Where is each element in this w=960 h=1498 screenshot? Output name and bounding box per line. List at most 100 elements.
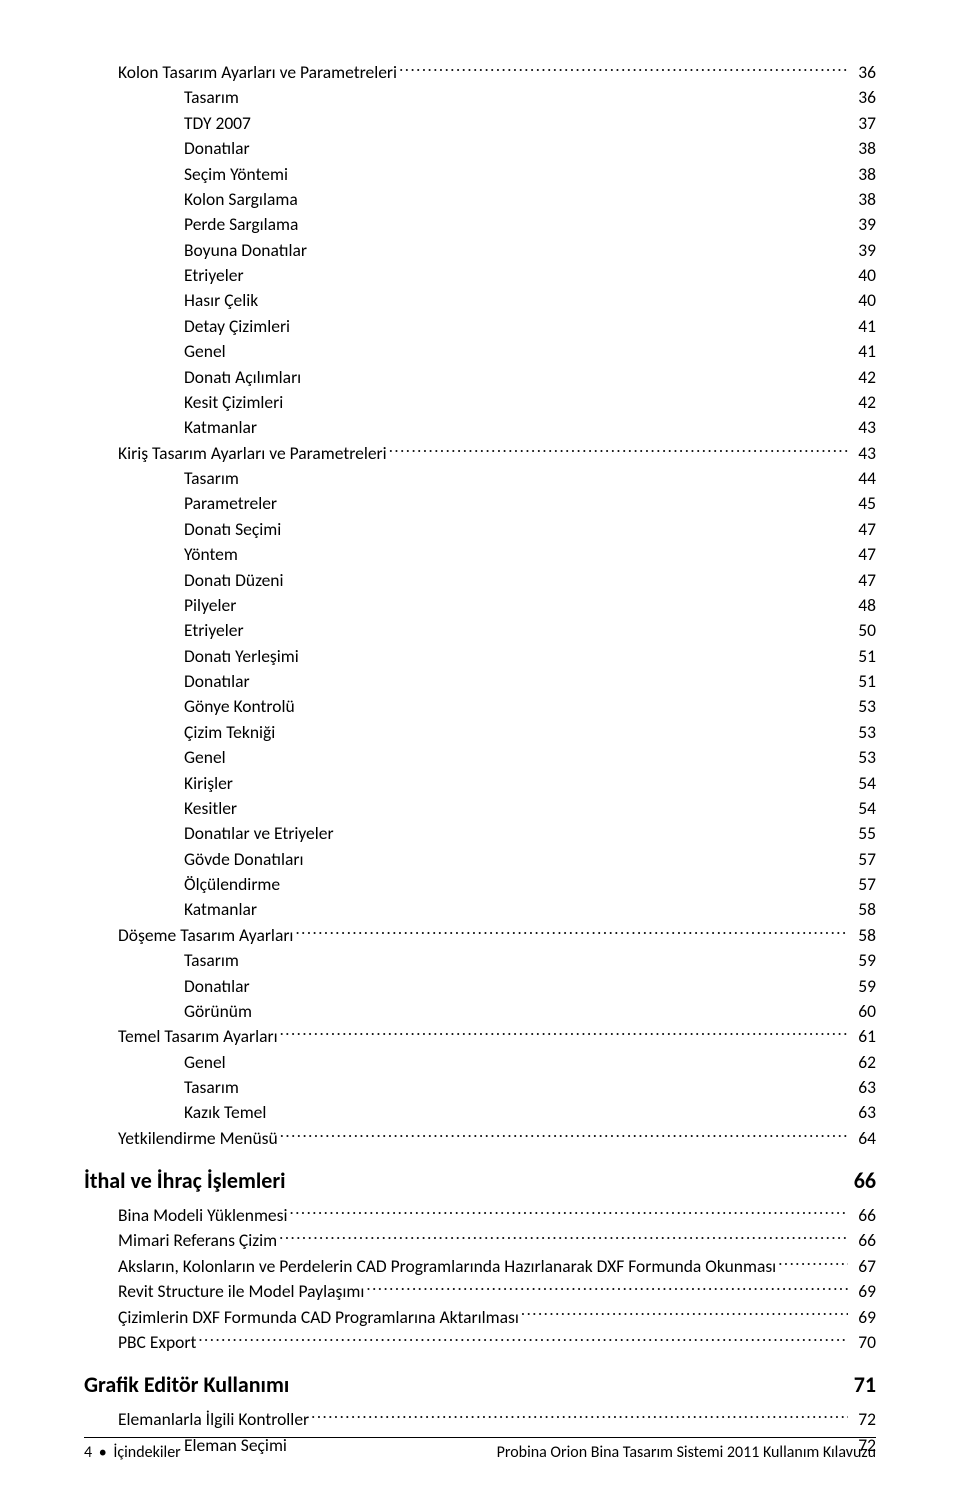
- toc-entry: Genel41: [84, 339, 876, 364]
- toc-entry-page: 70: [850, 1330, 876, 1355]
- toc-entry: Katmanlar 43: [84, 415, 876, 440]
- toc-entry: Döşeme Tasarım Ayarları 58: [84, 923, 876, 948]
- toc-entry: Genel53: [84, 745, 876, 770]
- toc-entry-page: 40: [850, 288, 876, 313]
- toc-entry-label: Kesitler: [84, 796, 237, 821]
- toc-entry-page: 38: [850, 136, 876, 161]
- toc-entry-label: Kiriş Tasarım Ayarları ve Parametreleri: [84, 441, 387, 466]
- toc-entry-label: Çizim Tekniği: [84, 720, 275, 745]
- toc-entry: Kiriş Tasarım Ayarları ve Parametreleri 4…: [84, 441, 876, 466]
- toc-entry: Donatılar51: [84, 669, 876, 694]
- toc-leader: [521, 1305, 848, 1323]
- toc-entry-label: Katmanlar: [84, 897, 257, 922]
- toc-entry: Revit Structure ile Model Paylaşımı 69: [84, 1279, 876, 1304]
- toc-entry-label: Çizimlerin DXF Formunda CAD Programların…: [84, 1305, 519, 1330]
- toc-heading: Grafik Editör Kullanımı 71: [84, 1369, 876, 1401]
- toc-entry-label: Gönye Kontrolü: [84, 694, 295, 719]
- toc-entry-page: 47: [850, 517, 876, 542]
- toc-entry-label: Perde Sargılama: [84, 212, 298, 237]
- toc-entry-page: 53: [850, 720, 876, 745]
- toc-entry: Elemanlarla İlgili Kontroller72: [84, 1407, 876, 1432]
- toc-entry: Çizim Tekniği 53: [84, 720, 876, 745]
- toc-entry-label: Aksların, Kolonların ve Perdelerin CAD P…: [84, 1254, 776, 1279]
- toc-entry-page: 47: [850, 568, 876, 593]
- toc-entry: Donatılar59: [84, 974, 876, 999]
- toc-entry: Donatı Açılımları42: [84, 365, 876, 390]
- toc-entry-page: 38: [850, 162, 876, 187]
- toc-entry-page: 51: [850, 669, 876, 694]
- toc-entry-label: Kazık Temel: [84, 1100, 266, 1125]
- toc-entry: Kirişler 54: [84, 771, 876, 796]
- toc-entry: Parametreler45: [84, 491, 876, 516]
- toc-leader: [280, 1025, 848, 1043]
- toc-entry-label: Kirişler: [84, 771, 233, 796]
- toc-entry-page: 58: [850, 923, 876, 948]
- toc-entry-page: 55: [850, 821, 876, 846]
- toc-entry-label: TDY 2007: [84, 111, 251, 136]
- toc-entry: Yöntem47: [84, 542, 876, 567]
- toc-entry-label: Döşeme Tasarım Ayarları: [84, 923, 293, 948]
- toc-entry-label: Genel: [84, 1050, 226, 1075]
- toc-entry: Temel Tasarım Ayarları61: [84, 1024, 876, 1049]
- toc-entry: Mimari Referans Çizim66: [84, 1228, 876, 1253]
- toc-leader: [280, 1126, 848, 1144]
- toc-entry-label: Grafik Editör Kullanımı: [84, 1369, 289, 1401]
- toc-entry: Tasarım59: [84, 948, 876, 973]
- toc-entry: Aksların, Kolonların ve Perdelerin CAD P…: [84, 1254, 876, 1279]
- toc-entry: Kesit Çizimleri42: [84, 390, 876, 415]
- toc-entry-page: 50: [850, 618, 876, 643]
- toc-entry: Donatı Seçimi 47: [84, 517, 876, 542]
- toc-entry: Yetkilendirme Menüsü64: [84, 1126, 876, 1151]
- toc-entry: Etriyeler40: [84, 263, 876, 288]
- toc-entry-label: Genel: [84, 339, 226, 364]
- toc-entry-label: Temel Tasarım Ayarları: [84, 1024, 278, 1049]
- toc-entry-page: 45: [850, 491, 876, 516]
- toc-entry-label: Revit Structure ile Model Paylaşımı: [84, 1279, 364, 1304]
- toc-entry: Genel 62: [84, 1050, 876, 1075]
- toc-entry-page: 48: [850, 593, 876, 618]
- toc-entry-label: Tasarım: [84, 85, 239, 110]
- toc-entry: Gönye Kontrolü 53: [84, 694, 876, 719]
- toc-entry-page: 39: [850, 212, 876, 237]
- toc-entry-label: PBC Export: [84, 1330, 196, 1355]
- toc-entry-page: 69: [850, 1279, 876, 1304]
- table-of-contents: Kolon Tasarım Ayarları ve Parametreleri3…: [84, 60, 876, 1458]
- toc-entry-page: 53: [850, 694, 876, 719]
- toc-entry-page: 54: [850, 796, 876, 821]
- toc-entry-page: 54: [850, 771, 876, 796]
- toc-entry-page: 43: [850, 415, 876, 440]
- toc-entry-page: 63: [850, 1075, 876, 1100]
- toc-entry: Kesitler 54: [84, 796, 876, 821]
- toc-entry: Kazık Temel63: [84, 1100, 876, 1125]
- toc-entry: Gövde Donatıları57: [84, 847, 876, 872]
- toc-entry: Seçim Yöntemi38: [84, 162, 876, 187]
- toc-entry-page: 66: [850, 1228, 876, 1253]
- toc-entry-label: Yöntem: [84, 542, 238, 567]
- toc-entry-page: 71: [850, 1369, 876, 1401]
- toc-entry-page: 36: [850, 85, 876, 110]
- toc-entry: TDY 200737: [84, 111, 876, 136]
- toc-entry-page: 66: [850, 1165, 876, 1197]
- toc-entry-label: Etriyeler: [84, 263, 244, 288]
- toc-entry: Detay Çizimleri41: [84, 314, 876, 339]
- toc-entry: PBC Export 70: [84, 1330, 876, 1355]
- toc-entry-label: Donatılar: [84, 974, 250, 999]
- toc-entry-page: 62: [850, 1050, 876, 1075]
- toc-entry-page: 67: [850, 1254, 876, 1279]
- toc-entry-label: Donatılar: [84, 136, 250, 161]
- toc-entry: Donatı Yerleşimi51: [84, 644, 876, 669]
- toc-entry-label: Donatı Seçimi: [84, 517, 281, 542]
- toc-entry-page: 43: [850, 441, 876, 466]
- toc-entry: Pilyeler48: [84, 593, 876, 618]
- toc-entry-page: 57: [850, 872, 876, 897]
- toc-entry-label: Donatı Düzeni: [84, 568, 284, 593]
- toc-entry-page: 60: [850, 999, 876, 1024]
- toc-leader: [295, 923, 848, 941]
- toc-entry-label: Katmanlar: [84, 415, 257, 440]
- toc-entry-page: 36: [850, 60, 876, 85]
- toc-entry-label: Donatılar ve Etriyeler: [84, 821, 334, 846]
- toc-entry: Tasarım63: [84, 1075, 876, 1100]
- toc-entry-label: Elemanlarla İlgili Kontroller: [84, 1407, 309, 1432]
- toc-entry-page: 57: [850, 847, 876, 872]
- toc-entry-label: Donatı Açılımları: [84, 365, 301, 390]
